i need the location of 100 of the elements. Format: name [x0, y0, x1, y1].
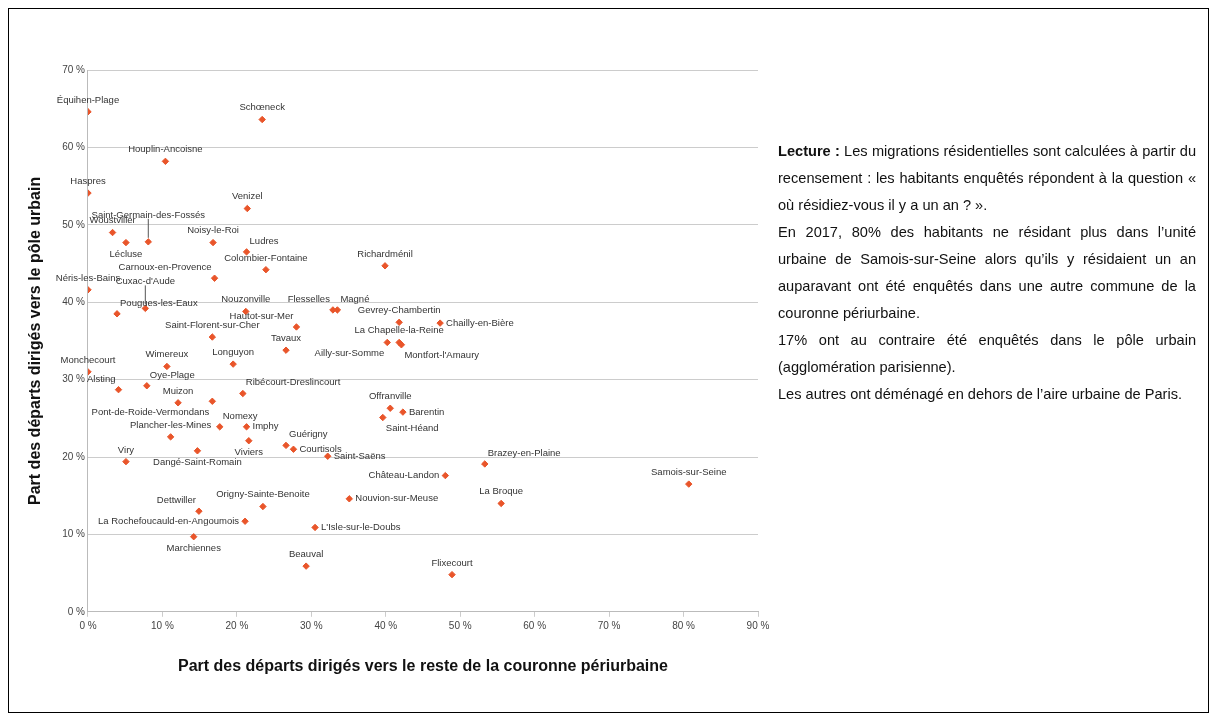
x-tick-label: 20 %: [225, 619, 249, 631]
y-tick-label: 40 %: [62, 295, 86, 307]
annotation: Carnoux-en-Provence: [118, 261, 212, 273]
annotation: Muizon: [162, 384, 194, 396]
x-axis-title: Part des départs dirigés vers le reste de la couronne périurbaine: [178, 656, 669, 674]
point: [481, 460, 489, 468]
annotation: Origny-Sainte-Benoite: [216, 488, 310, 500]
annotation: Lécluse: [109, 247, 143, 259]
annotation: Imphy: [252, 420, 279, 432]
annotation: Noisy-le-Roi: [187, 224, 239, 236]
annotation: Venizel: [231, 190, 263, 202]
annotation: Montfort-l'Amaury: [404, 349, 480, 361]
point: [241, 517, 249, 525]
point: [122, 238, 130, 247]
point: [262, 265, 270, 274]
annotation: Tavaux: [270, 332, 302, 344]
point: [379, 413, 387, 422]
annotation: Viviers: [234, 446, 264, 458]
annotation: Gevrey-Chambertin: [357, 304, 441, 316]
annotation: Viry: [117, 443, 135, 455]
point: [292, 323, 301, 331]
annotation: Guérigny: [289, 428, 328, 440]
x-tick-label: 10 %: [151, 619, 174, 631]
annotation: Dangé-Saint-Romain: [153, 456, 242, 468]
point: [166, 433, 175, 441]
annotation: Saint-Florent-sur-Cher: [165, 318, 260, 330]
point: [144, 238, 152, 246]
y-axis-title: Part des départs dirigés vers le pôle urbain: [26, 176, 44, 505]
point: [239, 389, 247, 398]
annotation: Dettwiller: [156, 494, 196, 506]
point: [242, 423, 251, 431]
point: [311, 523, 319, 532]
annotation: Marchiennes: [166, 542, 222, 554]
point: [302, 562, 310, 570]
point: [441, 471, 450, 480]
point: [114, 385, 123, 394]
point: [324, 452, 332, 460]
y-tick-label: 70 %: [62, 63, 86, 75]
point: [345, 495, 353, 503]
annotation: La Rochefoucauld-en-Angoumois: [98, 514, 240, 526]
annotation: Barentin: [408, 405, 445, 417]
x-tick-label: 40 %: [374, 619, 398, 631]
point: [143, 382, 151, 390]
annotation: Richardménil: [357, 247, 413, 259]
annotation: Brazey-en-Plaine: [487, 446, 561, 458]
point: [195, 507, 203, 515]
point: [161, 157, 170, 166]
annotation: La Broque: [479, 485, 524, 497]
point: [113, 310, 121, 318]
point: [243, 204, 252, 213]
annotation: Flixecourt: [431, 556, 473, 568]
annotation: L'Isle-sur-le-Doubs: [321, 521, 401, 533]
point: [190, 533, 198, 541]
text: 17% ont au contraire été enquêtés dans le pôle urbain (agglomération parisienne).: [778, 331, 1196, 377]
point: [208, 333, 217, 341]
text: Les autres ont déménagé en dehors de l’aire urbaine de Paris.: [778, 385, 1184, 404]
y-tick-label: 60 %: [62, 141, 86, 153]
annotation: Château-Landon: [368, 469, 440, 481]
point: [163, 362, 171, 371]
point: [448, 570, 456, 579]
annotation: Ludres: [249, 234, 279, 246]
annotation: Plancher-les-Mines: [129, 418, 212, 430]
annotation: Houplin-Ancoisne: [128, 143, 203, 155]
annotation: La Chapelle-la-Reine: [354, 324, 444, 336]
point: [289, 445, 298, 453]
x-tick-label: 60 %: [523, 619, 547, 631]
point: [386, 404, 394, 412]
point: [193, 447, 202, 455]
annotation: Nouzonville: [221, 293, 271, 305]
annotation: Pougues-les-Eaux: [120, 296, 198, 308]
annotation: Alsting: [87, 372, 116, 384]
annotation: Samois-sur-Seine: [651, 465, 727, 477]
x-tick-label: 0 %: [79, 619, 97, 631]
point: [685, 480, 693, 488]
point: [282, 441, 290, 450]
y-tick-label: 30 %: [62, 373, 86, 385]
point: [209, 238, 217, 247]
point: [229, 360, 237, 368]
annotation: Hautot-sur-Mer: [229, 309, 294, 321]
point: [381, 262, 389, 270]
point: [216, 423, 224, 431]
point: [259, 502, 267, 511]
annotation: Ailly-sur-Somme: [314, 346, 385, 358]
x-tick-label: 80 %: [672, 619, 696, 631]
x-tick-label: 70 %: [597, 619, 621, 631]
annotation: Colombier-Fontaine: [224, 251, 308, 263]
point: [174, 399, 182, 407]
x-tick-label: 50 %: [448, 619, 472, 631]
annotation: Nouvion-sur-Meuse: [355, 492, 439, 504]
annotation: Beauval: [288, 548, 324, 560]
text: Lecture : Les migrations résidentielles sont calculées à partir du recensement : les habitants enquêtés répondent à la question « où résidiez-vous il y a un an ? ».: [778, 142, 1196, 215]
annotation: Ribécourt-Dreslincourt: [245, 376, 341, 388]
annotation: Wimereux: [145, 348, 189, 360]
annotation: Offranville: [368, 390, 412, 402]
annotation: Longuyon: [212, 345, 255, 357]
y-tick-label: 50 %: [62, 218, 86, 230]
point: [245, 437, 253, 445]
annotation: Magné: [340, 292, 370, 304]
annotation: Saint-Héand: [385, 421, 439, 433]
point: [497, 499, 505, 508]
